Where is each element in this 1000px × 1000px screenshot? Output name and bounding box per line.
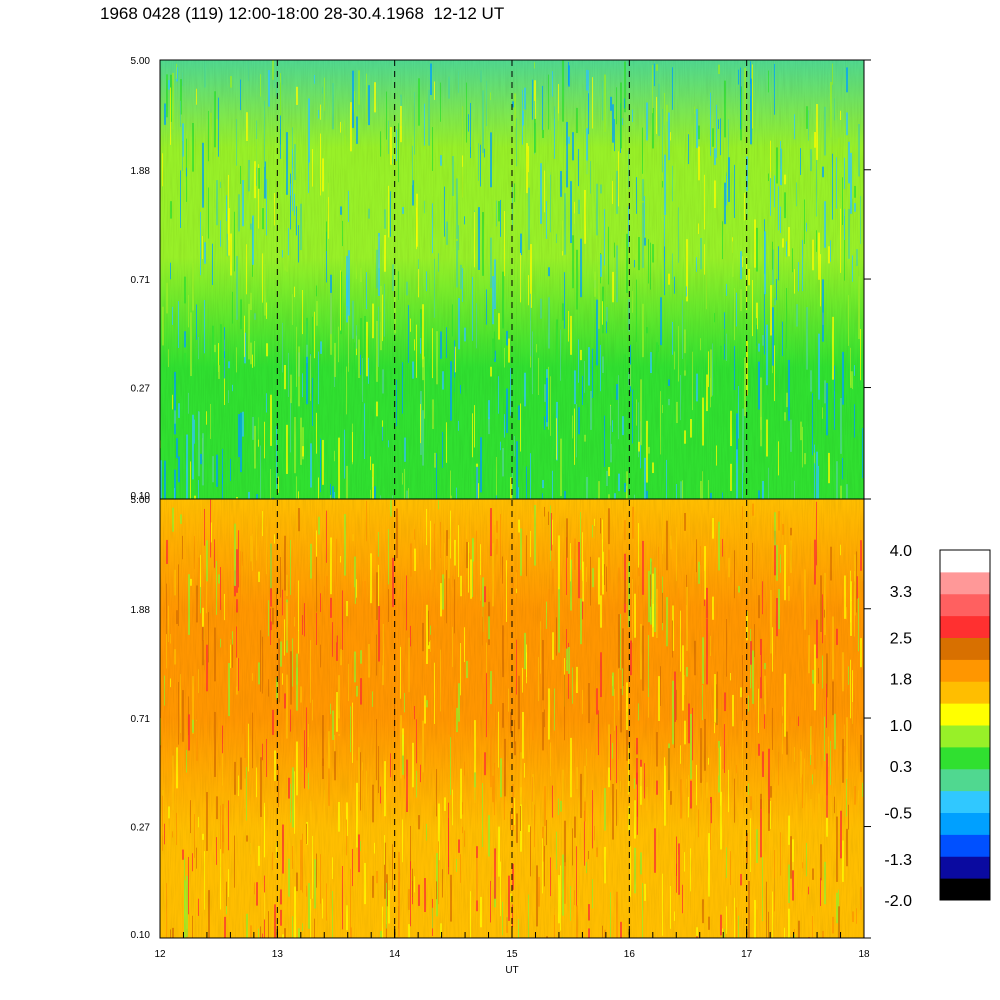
colorbar-segment (940, 856, 990, 879)
chart-title: 1968 0428 (119) 12:00-18:00 28-30.4.1968… (100, 4, 505, 23)
y-tick-label: 1.88 (131, 605, 151, 616)
colorbar-label: 3.3 (890, 584, 912, 601)
x-tick-label: 16 (624, 949, 636, 960)
colorbar-segment (940, 768, 990, 792)
y-tick-label: 0.10 (131, 491, 151, 502)
y-tick-label: 1.88 (131, 166, 151, 177)
colorbar-segment (940, 571, 990, 595)
y-tick-label: 0.27 (131, 823, 151, 834)
y-tick-label: 5.00 (131, 495, 151, 506)
x-tick-label: 17 (741, 949, 753, 960)
x-tick-label: 18 (858, 949, 870, 960)
colorbar-segment (940, 637, 990, 660)
colorbar-label: -2.0 (884, 893, 912, 910)
colorbar-segment (940, 615, 990, 638)
colorbar-segment (940, 746, 990, 770)
colorbar-label: 4.0 (890, 543, 912, 560)
y-tick-label: 0.71 (131, 275, 151, 286)
heatmap-noise (160, 499, 864, 938)
heatmap-noise (160, 60, 864, 499)
heatmap-panel-upper (160, 60, 864, 499)
y-tick-label: 5.00 (131, 56, 151, 67)
x-tick-label: 15 (506, 949, 518, 960)
colorbar-segment (940, 550, 990, 573)
colorbar-segment (940, 790, 990, 813)
y-tick-label: 0.71 (131, 714, 151, 725)
colorbar-label: 1.8 (890, 671, 912, 688)
colorbar-segment (940, 878, 990, 901)
colorbar-segment (940, 812, 990, 835)
colorbar-segment (940, 725, 990, 748)
y-tick-label: 0.10 (131, 930, 151, 941)
colorbar-segment (940, 681, 990, 704)
colorbar-label: 0.3 (890, 759, 912, 776)
colorbar-label: -1.3 (884, 852, 912, 869)
heatmap-panel-lower (160, 499, 864, 938)
x-tick-label: 12 (154, 949, 166, 960)
x-axis-label: UT (505, 965, 518, 976)
colorbar-label: -0.5 (884, 806, 912, 823)
colorbar-segment (940, 659, 990, 682)
colorbar-segment (940, 703, 990, 726)
colorbar-frame (939, 549, 991, 901)
colorbar-label: 2.5 (890, 631, 912, 648)
y-tick-label: 0.27 (131, 384, 151, 395)
colorbar-label: 1.0 (890, 718, 912, 735)
colorbar-segment (940, 593, 990, 617)
x-tick-label: 13 (272, 949, 284, 960)
x-tick-label: 14 (389, 949, 401, 960)
colorbar-segment (940, 834, 990, 857)
